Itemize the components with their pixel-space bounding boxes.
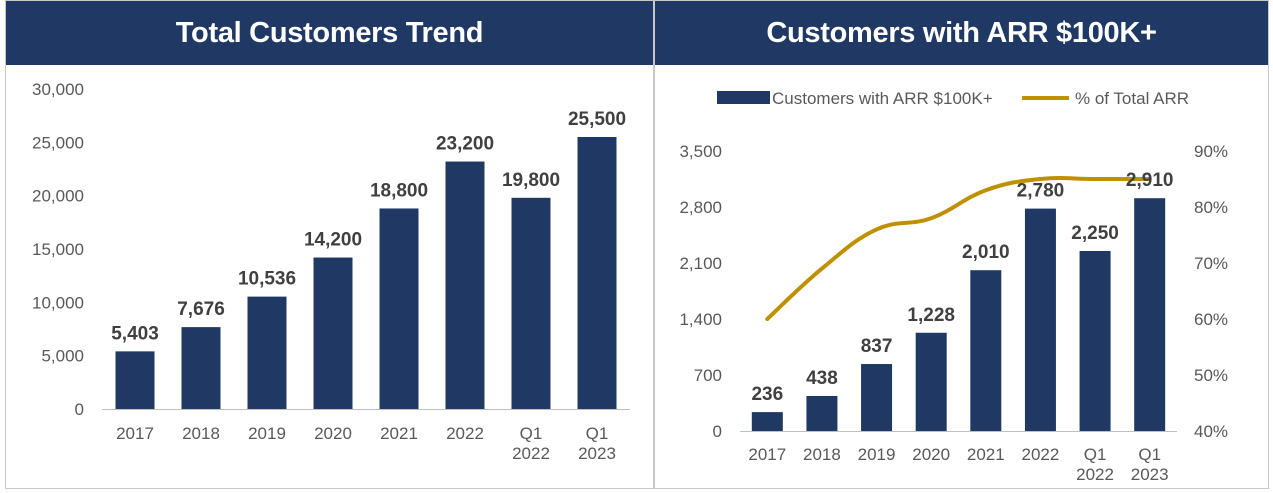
x-tick-label: Q1 bbox=[1084, 445, 1107, 464]
x-tick-label: 2020 bbox=[314, 424, 352, 443]
bar bbox=[313, 257, 353, 409]
data-label: 2,910 bbox=[1126, 170, 1174, 191]
bar bbox=[861, 364, 893, 431]
arr-customers-header: Customers with ARR $100K+ bbox=[655, 1, 1268, 65]
bar bbox=[511, 197, 551, 409]
y-tick-label: 2,100 bbox=[679, 254, 722, 273]
bar bbox=[1079, 251, 1111, 431]
y-tick-label: 2,800 bbox=[679, 198, 722, 217]
legend-bar-swatch bbox=[717, 91, 770, 104]
x-tick-label: 2019 bbox=[858, 445, 896, 464]
x-tick-label: Q1 bbox=[1138, 445, 1161, 464]
y-tick-label: 15,000 bbox=[32, 240, 84, 259]
data-label: 2,780 bbox=[1017, 181, 1065, 202]
arr-customers-chart: Customers with ARR $100K+ % of Total ARR 0… bbox=[679, 89, 1228, 484]
y2-tick-label: 80% bbox=[1194, 198, 1228, 217]
bar bbox=[751, 412, 783, 431]
y-tick-label: 20,000 bbox=[32, 187, 84, 206]
legend-bar-label: Customers with ARR $100K+ bbox=[772, 89, 993, 108]
bar bbox=[379, 208, 419, 409]
y-tick-label: 3,500 bbox=[679, 142, 722, 161]
y2-tick-label: 50% bbox=[1194, 366, 1228, 385]
x-tick-label: 2023 bbox=[578, 444, 616, 463]
y-tick-label: 30,000 bbox=[32, 80, 84, 99]
bar bbox=[181, 327, 221, 409]
data-label: 25,500 bbox=[568, 109, 626, 130]
x-tick-label: 2023 bbox=[1131, 465, 1169, 484]
bar bbox=[915, 332, 947, 431]
legend-line-label: % of Total ARR bbox=[1075, 89, 1189, 108]
data-label: 2,250 bbox=[1071, 223, 1119, 244]
y2-tick-label: 60% bbox=[1194, 310, 1228, 329]
data-label: 19,800 bbox=[502, 170, 560, 191]
data-label: 18,800 bbox=[370, 180, 428, 201]
data-label: 2,010 bbox=[962, 242, 1010, 263]
bar bbox=[1134, 198, 1166, 431]
bar bbox=[1024, 208, 1056, 431]
x-tick-label: Q1 bbox=[586, 424, 609, 443]
x-tick-label: 2022 bbox=[512, 444, 550, 463]
data-label: 837 bbox=[861, 336, 893, 357]
y-tick-label: 1,400 bbox=[679, 310, 722, 329]
x-tick-label: 2022 bbox=[1076, 465, 1114, 484]
y-tick-label: 10,000 bbox=[32, 293, 84, 312]
y-tick-label: 0 bbox=[75, 400, 84, 419]
x-tick-label: 2021 bbox=[967, 445, 1005, 464]
y-tick-label: 25,000 bbox=[32, 133, 84, 152]
pct-total-arr-line bbox=[765, 176, 1152, 321]
y2-tick-label: 70% bbox=[1194, 254, 1228, 273]
y2-tick-label: 40% bbox=[1194, 422, 1228, 441]
x-tick-label: 2018 bbox=[803, 445, 841, 464]
y-tick-label: 700 bbox=[694, 366, 722, 385]
total-customers-header: Total Customers Trend bbox=[6, 1, 653, 65]
bar bbox=[577, 137, 617, 409]
total-customers-panel: Total Customers Trend 0 5,000 10,000 15,000… bbox=[5, 0, 654, 489]
data-label: 23,200 bbox=[436, 134, 494, 155]
x-tick-label: 2022 bbox=[446, 424, 484, 443]
x-tick-label: 2020 bbox=[912, 445, 950, 464]
y-tick-label: 0 bbox=[713, 422, 722, 441]
bar bbox=[445, 161, 485, 409]
x-tick-label: 2022 bbox=[1022, 445, 1060, 464]
data-label: 14,200 bbox=[304, 230, 362, 251]
bar bbox=[970, 270, 1002, 431]
x-tick-label: Q1 bbox=[520, 424, 543, 443]
x-tick-label: 2021 bbox=[380, 424, 418, 443]
x-tick-label: 2017 bbox=[748, 445, 786, 464]
bar bbox=[115, 351, 155, 409]
data-label: 236 bbox=[751, 384, 783, 405]
data-label: 10,536 bbox=[238, 269, 296, 290]
data-label: 438 bbox=[806, 368, 838, 389]
x-tick-label: 2017 bbox=[116, 424, 154, 443]
data-label: 1,228 bbox=[907, 305, 955, 326]
arr-customers-panel: Customers with ARR $100K+ Customers with… bbox=[654, 0, 1269, 489]
data-label: 5,403 bbox=[111, 323, 159, 344]
data-label: 7,676 bbox=[177, 299, 225, 320]
total-customers-chart: 0 5,000 10,000 15,000 20,000 25,000 30,000 5,40… bbox=[32, 80, 630, 463]
x-tick-label: 2019 bbox=[248, 424, 286, 443]
y2-tick-label: 90% bbox=[1194, 142, 1228, 161]
bar bbox=[247, 296, 287, 409]
y-tick-label: 5,000 bbox=[41, 347, 84, 366]
x-tick-label: 2018 bbox=[182, 424, 220, 443]
bar bbox=[806, 395, 838, 431]
